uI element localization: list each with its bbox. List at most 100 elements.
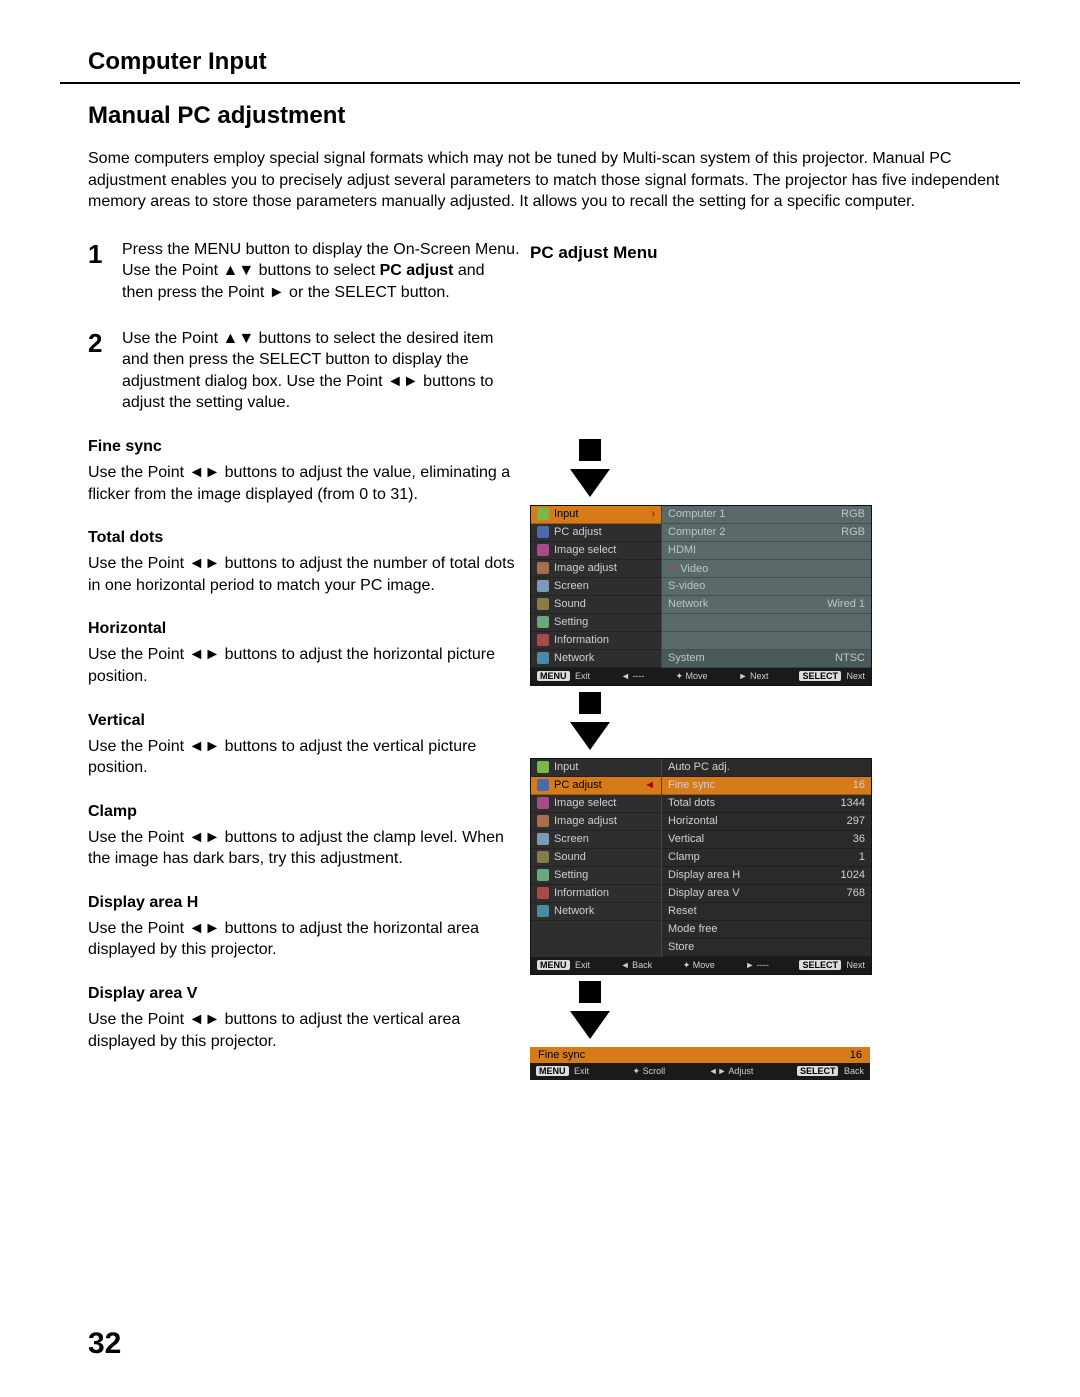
submenu-value: 36 (853, 833, 865, 845)
menu-item[interactable]: PC adjust (531, 524, 661, 542)
menu-label: Setting (554, 869, 588, 881)
menu-item[interactable]: Setting (531, 614, 661, 632)
submenu-item[interactable]: Store (662, 939, 871, 957)
menu-icon (537, 562, 549, 574)
pc-adjust-menu-title: PC adjust Menu (530, 243, 1020, 263)
submenu-item[interactable]: Total dots1344 (662, 795, 871, 813)
submenu-item[interactable]: Display area H 1024 (662, 867, 871, 885)
menu-label: Image adjust (554, 815, 617, 827)
menu-item[interactable]: Image adjust (531, 813, 661, 831)
submenu-item[interactable]: Clamp1 (662, 849, 871, 867)
menu-label: Network (554, 905, 594, 917)
menu-label: Sound (554, 598, 586, 610)
menu-item[interactable]: Image select (531, 795, 661, 813)
section-title: Manual PC adjustment (88, 102, 1020, 130)
menu-item[interactable]: Information (531, 632, 661, 650)
menu-item[interactable]: Setting (531, 867, 661, 885)
menu-item[interactable]: Sound (531, 849, 661, 867)
submenu-label: ✓ Video (668, 562, 708, 575)
submenu-label: Horizontal (668, 815, 718, 827)
submenu-item[interactable]: Auto PC adj. (662, 759, 871, 777)
menu-label: Image select (554, 797, 616, 809)
submenu-label: Vertical (668, 833, 704, 845)
menu-label: Image select (554, 544, 616, 556)
submenu-item[interactable]: Mode free (662, 921, 871, 939)
submenu-label: Clamp (668, 851, 700, 863)
step-number: 2 (88, 328, 122, 414)
submenu-item[interactable]: Display area V768 (662, 885, 871, 903)
menu-label: Image adjust (554, 562, 617, 574)
submenu-item[interactable]: ✓ Video (662, 560, 871, 578)
menu-icon (537, 869, 549, 881)
submenu-value: RGB (841, 508, 865, 520)
menu-item[interactable]: Network (531, 903, 661, 921)
menu-icon (537, 779, 549, 791)
submenu-item[interactable]: Horizontal 297 (662, 813, 871, 831)
step-number: 1 (88, 239, 122, 304)
submenu-value: RGB (841, 526, 865, 538)
menu-icon (537, 905, 549, 917)
step: 1Press the MENU button to display the On… (88, 239, 520, 304)
submenu-label: Reset (668, 905, 697, 917)
menu-item[interactable]: Sound (531, 596, 661, 614)
osd-menu-pc-adjust: InputPC adjust◄ Image select Image adjust S… (530, 758, 872, 975)
menu-label: PC adjust (554, 779, 602, 791)
item-title: Fine sync (88, 438, 520, 456)
arrow-down-icon (530, 439, 1020, 497)
menu-item[interactable]: Input› (531, 506, 661, 524)
item-title: Horizontal (88, 620, 520, 638)
item-text: Use the Point ◄► buttons to adjust the v… (88, 736, 520, 779)
right-column: PC adjust Menu Input› PC adjust Image sele… (530, 239, 1020, 1080)
page-header: Computer Input (88, 48, 1020, 76)
item-title: Vertical (88, 712, 520, 730)
menu-icon (537, 887, 549, 899)
menu-footer: MENU Exit◄ Back✦ Move► ----SELECT Next (531, 957, 871, 974)
menu-item[interactable]: Information (531, 885, 661, 903)
submenu-item[interactable]: S-video (662, 578, 871, 596)
submenu-label: Auto PC adj. (668, 761, 730, 773)
menu-item[interactable]: Input (531, 759, 661, 777)
submenu-label: Fine sync (668, 779, 715, 791)
submenu-item[interactable]: HDMI (662, 542, 871, 560)
menu-icon (537, 797, 549, 809)
step-text: Press the MENU button to display the On-… (122, 239, 520, 304)
item-text: Use the Point ◄► buttons to adjust the h… (88, 644, 520, 687)
menu-icon (537, 815, 549, 827)
submenu-item[interactable]: Computer 2RGB (662, 524, 871, 542)
menu-label: Network (554, 652, 594, 664)
submenu-item[interactable]: NetworkWired 1 (662, 596, 871, 614)
submenu-system[interactable]: SystemNTSC (662, 650, 871, 668)
arrow-down-icon (530, 981, 1020, 1039)
menu-item[interactable]: Image select (531, 542, 661, 560)
submenu-value: Wired 1 (827, 598, 865, 610)
menu-item[interactable]: Screen (531, 831, 661, 849)
submenu-item[interactable]: Fine sync 16 (662, 777, 871, 795)
menu-item[interactable]: PC adjust◄ (531, 777, 661, 795)
submenu-item[interactable]: Computer 1 RGB (662, 506, 871, 524)
adjustment-item: Fine syncUse the Point ◄► buttons to adj… (88, 438, 520, 505)
submenu-label: HDMI (668, 544, 696, 556)
submenu-value: 297 (847, 815, 865, 827)
menu-icon (537, 580, 549, 592)
menu-icon (537, 833, 549, 845)
menu-item[interactable]: Network (531, 650, 661, 668)
osd-menu-input: Input› PC adjust Image select Image adjust S… (530, 505, 872, 686)
submenu-value: 16 (853, 779, 865, 791)
submenu-label: Computer 1 (668, 508, 725, 520)
submenu-label: Total dots (668, 797, 715, 809)
menu-item[interactable]: Screen (531, 578, 661, 596)
menu-item[interactable]: Image adjust (531, 560, 661, 578)
menu-icon (537, 616, 549, 628)
submenu-label: Display area H (668, 869, 740, 881)
item-title: Total dots (88, 529, 520, 547)
menu-label: PC adjust (554, 526, 602, 538)
menu-label: Screen (554, 580, 589, 592)
submenu-value: 1024 (841, 869, 865, 881)
submenu-item[interactable]: Vertical 36 (662, 831, 871, 849)
item-text: Use the Point ◄► buttons to adjust the n… (88, 553, 520, 596)
header-underline (60, 82, 1020, 84)
submenu-label: Display area V (668, 887, 740, 899)
item-text: Use the Point ◄► buttons to adjust the v… (88, 1009, 520, 1052)
adjustment-item: Vertical Use the Point ◄► buttons to adju… (88, 712, 520, 779)
submenu-item[interactable]: Reset (662, 903, 871, 921)
